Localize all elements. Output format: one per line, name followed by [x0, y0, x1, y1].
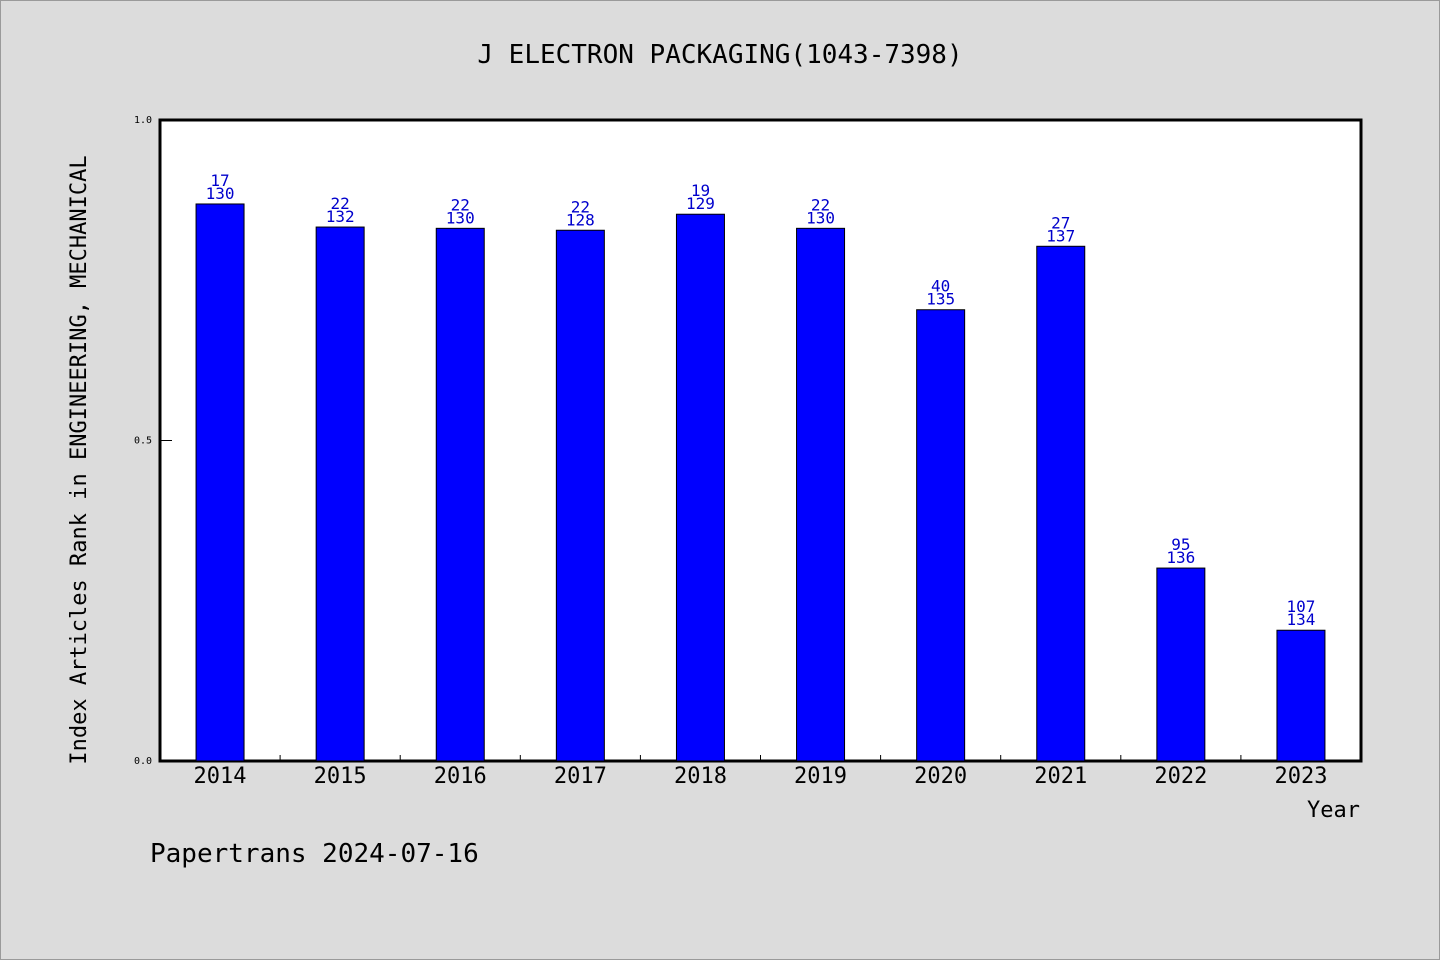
bar-2016 — [435, 227, 485, 762]
bar-2023 — [1276, 629, 1326, 762]
x-tick-label: 2015 — [314, 764, 367, 789]
bar-total-label: 135 — [926, 290, 955, 309]
bar-rank-label: 40 — [931, 277, 950, 296]
bar-total-label: 130 — [206, 184, 235, 203]
bar-2015 — [315, 226, 365, 762]
bar-total-label: 136 — [1166, 548, 1195, 567]
y-axis: 0.0 0.5 1.0 — [134, 115, 172, 767]
bar-rank-label: 17 — [210, 171, 229, 190]
bar-total-label: 128 — [566, 210, 595, 229]
bar-2020 — [916, 309, 966, 762]
bar-2017 — [555, 229, 605, 762]
x-axis-label: Year — [1307, 798, 1360, 823]
bar-total-label: 134 — [1286, 610, 1315, 629]
bar-total-label: 132 — [326, 207, 355, 226]
x-tick-label: 2014 — [194, 764, 247, 789]
x-tick-label: 2020 — [914, 764, 967, 789]
bar-rank-label: 19 — [691, 181, 710, 200]
bar-rank-label: 22 — [571, 197, 590, 216]
bar-2021 — [1036, 245, 1086, 762]
x-tick-label: 2022 — [1154, 764, 1207, 789]
bar-2022 — [1156, 567, 1206, 762]
x-tick-label: 2023 — [1274, 764, 1327, 789]
y-axis-label: Index Articles Rank in ENGINEERING, MECH… — [67, 155, 92, 764]
x-tick-label: 2018 — [674, 764, 727, 789]
x-tick-label: 2021 — [1034, 764, 1087, 789]
bar-rank-label: 95 — [1171, 535, 1190, 554]
bar-total-label: 130 — [446, 208, 475, 227]
bar-total-label: 137 — [1046, 226, 1075, 245]
bar-2018 — [675, 213, 725, 762]
bar-rank-label: 27 — [1051, 213, 1070, 232]
x-tick-label: 2019 — [794, 764, 847, 789]
bar-2014 — [195, 203, 245, 762]
bar-rank-label: 22 — [451, 195, 470, 214]
x-axis: 2014 2015 2016 2017 2018 2019 2020 2021 2022 2023 — [194, 755, 1327, 789]
y-tick-label: 0.5 — [134, 436, 152, 447]
x-tick-label: 2017 — [554, 764, 607, 789]
bar-rank-label: 22 — [331, 194, 350, 213]
footer-credit: Papertrans 2024-07-16 — [150, 839, 479, 869]
chart-title: J ELECTRON PACKAGING(1043-7398) — [477, 40, 962, 70]
y-tick-label: 0.0 — [134, 756, 152, 767]
bar-rank-label: 107 — [1286, 597, 1315, 616]
bar-rank-label: 22 — [811, 195, 830, 214]
x-tick-label: 2016 — [434, 764, 487, 789]
y-tick-label: 1.0 — [134, 115, 152, 126]
bar-total-label: 129 — [686, 194, 715, 213]
bar-total-label: 130 — [806, 208, 835, 227]
bar-2019 — [796, 227, 846, 762]
